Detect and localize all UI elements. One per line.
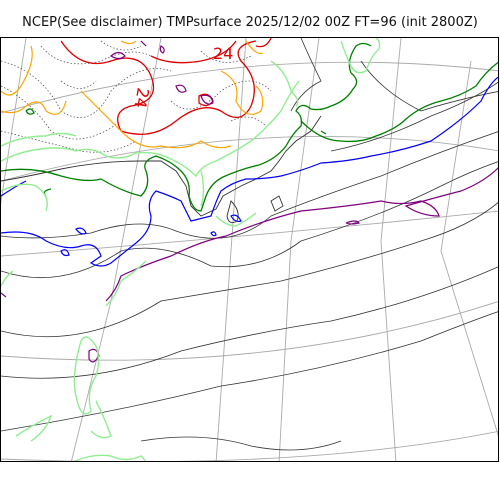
contour-label: 24 [213,44,233,63]
graticule [1,38,498,461]
blue-isotherm [1,76,498,267]
green-isotherm [1,42,498,212]
purple-isotherm [1,40,498,363]
latitude-line [1,210,498,257]
map-canvas: 24 24 [1,38,498,461]
orange-isotherm [1,40,264,149]
red-isotherm [60,38,272,135]
map-panel: 24 24 [0,37,499,462]
contour-label: 24 [131,86,153,109]
latitude-line [1,301,498,361]
map-title: NCEP(See disclaimer) TMPsurface 2025/12/… [22,15,478,30]
meridian-line [278,38,320,461]
latitude-line [1,430,498,461]
latitude-line [1,61,498,114]
meridian-line [215,38,247,461]
latitude-line [1,136,498,182]
meridian-line [1,38,27,205]
grey-isotherms [1,38,498,451]
dotted-isotherms [1,40,272,153]
meridian-line [440,60,498,437]
lightgreen-isotherm [1,38,381,461]
meridian-line [380,38,402,461]
